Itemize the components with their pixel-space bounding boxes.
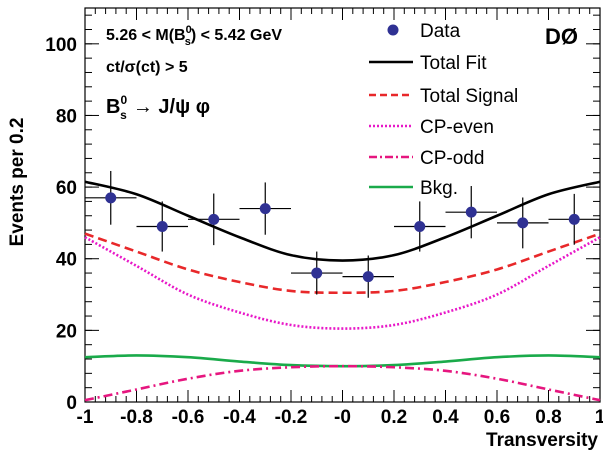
curve-cp-even xyxy=(84,236,601,330)
decay-sup: 0 xyxy=(120,93,127,107)
data-marker xyxy=(311,267,323,279)
x-tick-label: 1 xyxy=(595,407,603,428)
legend-label-data: Data xyxy=(420,21,461,42)
legend: Data Total Fit Total Signal CP-even CP-o… xyxy=(369,21,518,199)
legend-label-cp-even: CP-even xyxy=(420,117,494,138)
data-marker xyxy=(105,192,117,204)
legend-entry-data: Data xyxy=(387,21,461,42)
data-point xyxy=(188,193,240,246)
data-point xyxy=(445,186,497,239)
x-tick-label: -0.2 xyxy=(275,407,308,428)
legend-label-cp-odd: CP-odd xyxy=(420,148,484,169)
y-tick-label: 100 xyxy=(45,35,77,56)
data-point xyxy=(342,255,394,298)
y-tick-label: 20 xyxy=(56,321,77,342)
y-axis-title: Events per 0.2 xyxy=(7,118,28,247)
decay-b: B xyxy=(106,96,120,118)
mass-cut-meson-sub: s xyxy=(185,36,191,48)
x-tick-label: -0.8 xyxy=(120,407,153,428)
legend-entry-total-fit: Total Fit xyxy=(369,53,487,74)
x-axis-title: Transversity xyxy=(486,430,598,451)
mass-cut-annotation: 5.26 < M(B0 s) < 5.42 GeV xyxy=(106,24,282,48)
curve-total-fit xyxy=(84,180,601,262)
fit-curves xyxy=(84,180,601,402)
legend-marker-data xyxy=(387,24,399,36)
x-tick-label: 0.8 xyxy=(535,407,561,428)
data-marker xyxy=(465,206,477,218)
data-marker xyxy=(208,213,220,225)
x-tick-label: 0.2 xyxy=(381,407,407,428)
curve-total-signal xyxy=(84,232,601,295)
x-tick-label: 0.6 xyxy=(484,407,510,428)
mass-cut-right: ) < 5.42 GeV xyxy=(191,27,282,44)
legend-label-bkg: Bkg. xyxy=(420,178,458,199)
x-tick-label: -0 xyxy=(334,407,351,428)
y-tick-label: 40 xyxy=(56,250,77,271)
x-tick-label: -1 xyxy=(77,407,94,428)
y-tick-label: 0 xyxy=(66,393,77,414)
data-points xyxy=(85,170,600,298)
legend-label-total-signal: Total Signal xyxy=(420,86,518,107)
svg-text:B0s→ J/ψ φ: B0 s → J/ψ φ xyxy=(106,93,210,122)
x-tick-label: 0.4 xyxy=(432,407,459,428)
mass-cut-meson-sup: 0 xyxy=(186,24,192,36)
data-point xyxy=(548,193,600,245)
x-tick-label: -0.6 xyxy=(172,407,205,428)
y-tick-label: 60 xyxy=(56,178,77,199)
data-marker xyxy=(259,203,271,215)
decay-products: → J/ψ φ xyxy=(133,96,210,118)
legend-entry-total-signal: Total Signal xyxy=(369,86,518,107)
decay-sub: s xyxy=(120,108,127,122)
data-point xyxy=(239,182,291,235)
legend-entry-cp-even: CP-even xyxy=(369,117,494,138)
legend-entry-cp-odd: CP-odd xyxy=(369,148,484,169)
legend-entry-bkg: Bkg. xyxy=(369,178,458,199)
data-marker xyxy=(156,220,168,232)
x-tick-label: -0.4 xyxy=(223,407,256,428)
mass-cut-left: 5.26 < M(B xyxy=(106,27,186,44)
data-point xyxy=(291,251,343,295)
data-marker xyxy=(414,220,426,232)
curve-cp-odd xyxy=(84,364,601,402)
legend-label-total-fit: Total Fit xyxy=(420,53,487,74)
svg-text:5.26 < M(B0s) < 5.42 GeV: 5.26 < M(B0 s) < 5.42 GeV xyxy=(106,24,282,48)
y-tick-label: 80 xyxy=(56,106,77,127)
data-point xyxy=(497,197,549,249)
ct-cut-annotation: ct/σ(ct) > 5 xyxy=(106,59,188,76)
data-point xyxy=(85,170,137,225)
data-marker xyxy=(362,271,374,283)
experiment-label: DØ xyxy=(545,24,578,49)
data-point xyxy=(394,201,446,252)
data-marker xyxy=(568,213,580,225)
data-point xyxy=(136,201,188,252)
curve-bkg xyxy=(84,354,601,368)
decay-annotation: B0 s → J/ψ φ xyxy=(106,93,210,122)
axis-ticks: -1 -0.8 -0.6 -0.4 -0.2 -0 0.2 0.4 0.6 0.8 1 0 20 40 60… xyxy=(45,8,603,428)
data-marker xyxy=(517,217,529,229)
